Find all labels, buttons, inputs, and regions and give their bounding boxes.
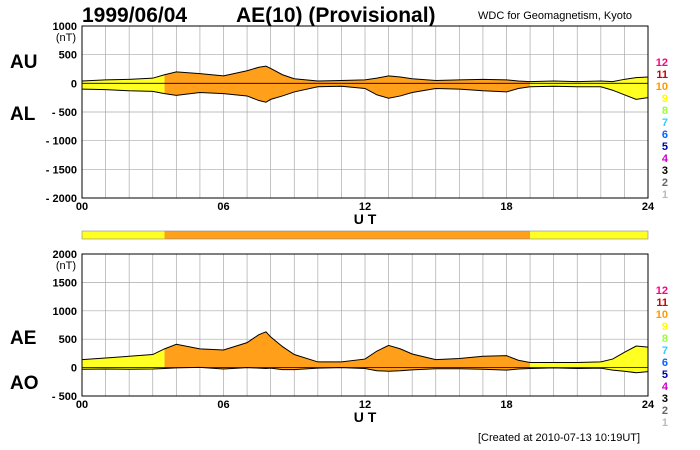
x-tick-label: 24 [642,201,655,213]
y-tick-label: 1500 [53,277,77,289]
station-count-legend-label: 7 [662,345,668,357]
series-line-al [81,85,649,103]
station-count-legend-label: 4 [662,153,669,165]
panel-0: 1000 500 0 - 500 - 1000 - 1500 - 2000 (nT) 00 06 1… [46,21,669,227]
x-tick-label: 06 [217,201,229,213]
plot-frame [81,253,649,397]
y-tick-label: 1000 [53,306,77,318]
station-count-legend-label: 6 [662,129,668,141]
area-fill-band [82,348,165,370]
ao-panel-label: AO [10,373,39,394]
station-count-legend-label: 8 [662,333,668,345]
station-count-legend-label: 9 [662,93,668,105]
x-tick-label: 24 [642,399,655,411]
x-tick-label: 12 [359,399,371,411]
station-count-legend-label: 10 [656,309,668,321]
y-unit-label: (nT) [56,260,76,272]
station-count-legend-label: 12 [656,285,668,297]
station-count-segment [164,231,531,239]
station-count-bar-frame [81,230,649,240]
x-tick-label: 18 [500,201,512,213]
area-fill-band [164,66,531,103]
y-tick-label: 2000 [53,249,77,261]
station-count-legend-label: 1 [662,417,668,429]
station-count-legend-label: 6 [662,357,668,369]
station-count-legend-label: 5 [662,369,668,381]
plot-title: AE(10) (Provisional) [236,4,436,27]
station-count-legend-label: 3 [662,393,668,405]
al-panel-label: AL [10,104,36,125]
x-tick-label: 18 [500,399,512,411]
x-tick-label: 12 [359,201,371,213]
y-tick-label: 500 [59,50,77,62]
y-tick-label: 1000 [53,21,77,33]
area-fill-band [530,77,648,100]
plot-date: 1999/06/04 [82,4,188,27]
station-count-legend-label: 11 [656,69,668,81]
station-count-legend-label: 2 [662,405,668,417]
area-fill-band [530,346,648,373]
station-count-legend-label: 10 [656,81,668,93]
x-axis-label: U T [354,211,377,227]
station-count-legend-label: 9 [662,321,668,333]
y-tick-label: - 1500 [46,164,77,176]
y-tick-label: 500 [59,334,77,346]
area-fill-band [82,74,165,94]
x-tick-label: 00 [76,399,88,411]
series-line-au [81,65,649,83]
y-tick-label: 0 [71,363,77,375]
x-tick-label: 06 [217,399,229,411]
area-fill-band [164,331,531,372]
station-count-segment [82,231,165,239]
station-count-legend-label: 1 [662,189,668,201]
x-tick-label: 00 [76,201,88,213]
station-count-segment [530,231,648,239]
station-count-legend-label: 7 [662,117,668,129]
station-count-legend-label: 11 [656,297,668,309]
station-count-legend-label: 12 [656,57,668,69]
created-timestamp: [Created at 2010-07-13 10:19UT] [478,432,641,444]
ae-panel-label: AE [10,328,37,349]
y-unit-label: (nT) [56,32,76,44]
series-line-ae [81,331,649,363]
x-axis-label: U T [354,409,377,425]
station-count-legend-label: 2 [662,177,668,189]
y-tick-label: - 2000 [46,193,77,205]
y-tick-label: - 500 [52,107,77,119]
y-tick-label: - 500 [52,391,77,403]
station-count-bar [81,230,649,240]
y-tick-label: - 1000 [46,136,77,148]
station-count-legend-label: 3 [662,165,668,177]
station-count-legend-label: 5 [662,141,668,153]
y-tick-label: 0 [71,78,77,90]
plot-frame [81,25,649,199]
station-count-legend-label: 4 [662,381,669,393]
station-count-legend-label: 8 [662,105,668,117]
data-credit: WDC for Geomagnetism, Kyoto [478,10,633,22]
au-panel-label: AU [10,52,38,73]
